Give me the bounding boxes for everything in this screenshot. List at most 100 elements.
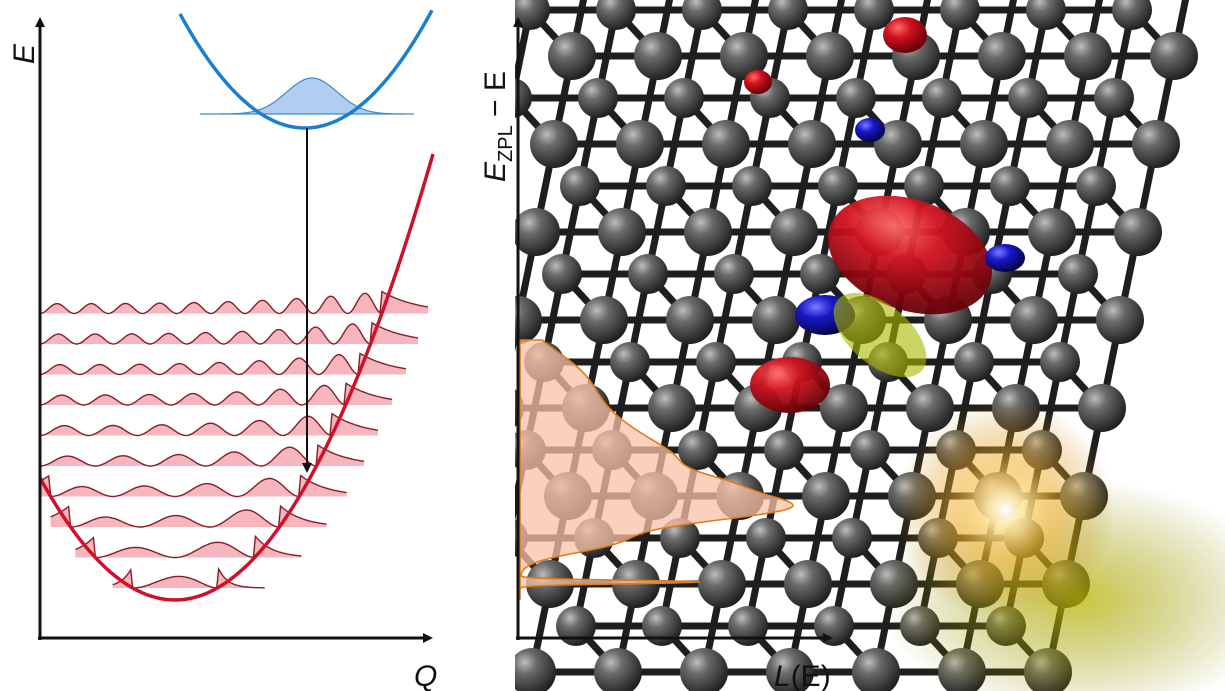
right-x-axis-label-rest: (E) [791,660,831,691]
lattice-atom [764,430,804,470]
vibrational-level-fill [40,291,428,314]
lattice-atom [836,78,876,118]
lattice-atom [594,648,642,691]
lattice-atom [696,342,736,382]
lattice-atom [666,296,714,344]
lattice-atom [1096,296,1144,344]
lattice-atom [832,518,872,558]
lattice-atom [806,32,854,80]
lattice-atom [1058,254,1098,294]
lattice-atom [1046,120,1094,168]
vibrational-level-wavefunction [39,290,429,315]
lattice-atom [560,166,600,206]
lattice-atom [850,430,890,470]
lattice-atom [766,648,814,691]
lattice-and-spectrum-panel: EZPL − E L(E) [479,0,1225,691]
lattice-atom [746,518,786,558]
lattice-atom [702,120,750,168]
vibrational-level-wavefunction [50,504,327,528]
vibrational-level-wavefunction [39,382,393,406]
right-x-axis-label-main: L [774,660,791,691]
defect-orbital-red-small [744,70,772,94]
vibrational-level-wavefunction [112,566,265,589]
defect-orbital-blue-right [985,244,1025,272]
lattice-atom [1008,78,1048,118]
vibrational-level-wavefunction [75,534,302,559]
lattice-atom [818,166,858,206]
lattice-atom [664,78,704,118]
lattice-atom [922,78,962,118]
lattice-atom [698,560,746,608]
lattice-atom [646,166,686,206]
lattice-atom [768,0,808,30]
vibrational-level-wavefunction [39,412,379,437]
lattice-atom [515,0,550,30]
lattice-atom [660,518,700,558]
lattice-atom [784,560,832,608]
lattice-atom [728,606,768,646]
lattice-atom [814,606,854,646]
lattice-atom [1132,120,1180,168]
lattice-atom [800,254,840,294]
lattice-atom [714,254,754,294]
right-y-axis-label-rest: − E [479,71,512,125]
lattice-atom [580,296,628,344]
lattice-atom [788,120,836,168]
lattice-atom [515,208,560,256]
lattice-atom [978,32,1026,80]
photon-beam-haze [833,292,927,378]
lattice-atom [628,254,668,294]
right-y-axis-label: EZPL − E [479,71,517,182]
lattice-atom [1028,208,1076,256]
vibrational-level-fill [50,506,327,527]
lattice-atom [1010,296,1058,344]
vibrational-level-fill [40,445,364,466]
lattice-atom [680,648,728,691]
luminescence-spectrum [519,339,794,600]
lattice-atom [1064,32,1112,80]
lattice-atom [548,32,596,80]
excited-state-wavefunction [200,77,414,115]
right-x-axis-label: L(E) [774,660,831,691]
vibrational-level-fill [40,322,418,344]
lattice-atom [642,606,682,646]
defect-orbital-red-top [883,17,927,53]
vibrational-level-wavefunction [40,474,347,498]
vibrational-level-fill [75,536,302,558]
lattice-atom [1114,208,1162,256]
vibrational-level-fill [40,475,347,497]
lattice-atom [678,430,718,470]
lattice-atom [648,384,696,432]
lattice-atom [616,120,664,168]
lattice-atom [904,166,944,206]
lattice-atom [578,78,618,118]
lattice-atom [854,0,894,30]
lattice-atom [960,120,1008,168]
lattice-atom [542,254,582,294]
lattice-atom [556,606,596,646]
right-y-axis-label-sub: ZPL [495,125,517,162]
lattice-atom [530,120,578,168]
configuration-coordinate-diagram: E Q [8,9,437,691]
lattice-atom [1026,0,1066,30]
lattice-atom [990,166,1030,206]
lattice-atom [1094,78,1134,118]
left-y-axis-label: E [8,43,41,64]
lattice-atom [1040,342,1080,382]
lattice-atom [1112,0,1152,30]
lattice-atom [610,342,650,382]
lattice-atom [770,208,818,256]
right-y-axis-label-main: E [479,161,512,182]
lattice-atom [515,648,556,691]
vibrational-level-wavefunction [39,443,365,467]
lattice-atom [802,472,850,520]
emission-glow [895,400,1115,620]
lattice-atom [874,120,922,168]
lattice-atom [852,648,900,691]
defect-orbital-red-large [827,195,993,315]
ground-vibrational-levels [39,290,429,589]
lattice-atom [682,0,722,30]
lattice-atom [1076,166,1116,206]
lattice-atom [752,296,800,344]
